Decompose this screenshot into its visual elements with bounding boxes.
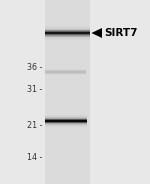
- Bar: [45, 36, 90, 37]
- Bar: [45, 26, 90, 27]
- Bar: [45, 71, 86, 72]
- Polygon shape: [92, 28, 102, 38]
- Text: 36 -: 36 -: [27, 63, 42, 72]
- Bar: [45, 117, 87, 118]
- Bar: [45, 116, 87, 117]
- Bar: [45, 37, 90, 38]
- Text: 21 -: 21 -: [27, 121, 42, 130]
- Bar: [45, 29, 90, 30]
- Bar: [45, 118, 87, 119]
- Bar: [45, 125, 87, 126]
- Bar: [45, 121, 87, 122]
- Bar: [45, 35, 90, 36]
- Bar: [45, 122, 87, 123]
- Bar: [45, 68, 86, 69]
- Bar: [45, 72, 86, 73]
- Bar: [45, 70, 86, 71]
- Bar: [45, 33, 90, 34]
- Bar: [45, 32, 90, 33]
- Bar: [45, 124, 87, 125]
- Bar: [45, 126, 87, 127]
- Bar: [45, 123, 87, 124]
- Bar: [45, 73, 86, 74]
- Bar: [45, 27, 90, 28]
- Bar: [45, 115, 87, 116]
- Bar: [45, 30, 90, 31]
- Bar: [45, 31, 90, 32]
- Bar: [45, 120, 87, 121]
- Bar: [45, 0, 90, 184]
- Bar: [45, 39, 90, 40]
- Bar: [45, 69, 86, 70]
- Bar: [45, 34, 90, 35]
- Text: 31 -: 31 -: [27, 86, 42, 95]
- Text: 14 -: 14 -: [27, 153, 42, 162]
- Text: SIRT7: SIRT7: [104, 28, 138, 38]
- Bar: [45, 38, 90, 39]
- Bar: [45, 75, 86, 76]
- Bar: [45, 74, 86, 75]
- Bar: [45, 119, 87, 120]
- Bar: [45, 28, 90, 29]
